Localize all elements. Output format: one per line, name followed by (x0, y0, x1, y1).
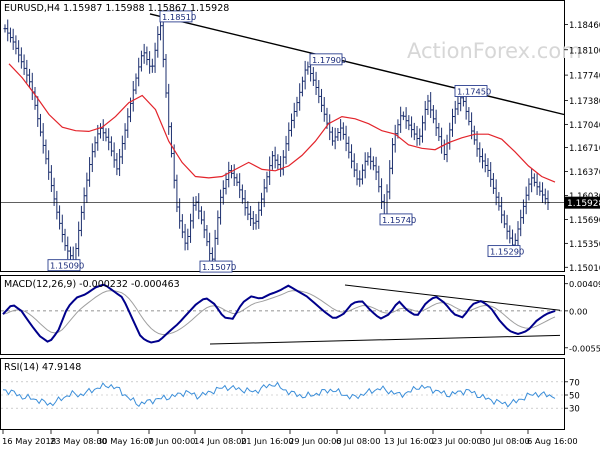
price-tick-label: 1.17740 (569, 72, 600, 82)
price-tick-label: 1.16370 (569, 168, 600, 178)
time-tick-label: 16 May 2018 (2, 436, 56, 446)
time-tick-label: 6 Jul 08:00 (336, 436, 380, 446)
price-annotation-box (47, 259, 81, 272)
price-annotation-label: 1.15070 (202, 262, 236, 272)
price-bars (3, 16, 550, 269)
price-tick-label: 1.18100 (569, 46, 600, 56)
time-tick-label: 13 Jul 16:00 (384, 436, 434, 446)
price-annotations: 1.18510 1.17900 1.17450 1.15740 1.15290 1.150… (47, 10, 524, 273)
price-annotation-label: 1.17900 (312, 55, 346, 65)
price-annotation-box (487, 245, 521, 258)
rsi-panel-frame (0, 358, 565, 430)
price-annotation-box (199, 260, 233, 273)
price-annotation-label: 1.15290 (490, 247, 524, 257)
time-tick-label: 30 May 16:00 (97, 436, 154, 446)
price-annotation-box (454, 85, 488, 97)
time-tick-label: 29 Jun 00:00 (289, 436, 342, 446)
rsi-tick-label: 70 (569, 378, 580, 388)
macd-lower-trendline (209, 334, 561, 345)
price-annotation-box (309, 53, 343, 66)
current-price-label: 1.15928 (567, 199, 600, 209)
time-tick-label: 23 Jul 00:00 (432, 436, 482, 446)
price-tick-label: 1.17380 (569, 97, 600, 107)
macd-tick-label: 0.00 (569, 306, 587, 316)
price-annotation-label: 1.15740 (382, 215, 416, 225)
time-tick-label: 7 Jun 00:00 (148, 436, 195, 446)
moving-average-line (8, 63, 556, 183)
macd-tick-label: 0.004094 (569, 279, 600, 289)
macd-panel-header: MACD(12,26,9) -0.000232 -0.000463 (4, 279, 180, 290)
rsi-tick-label: 50 (569, 392, 580, 402)
price-tick-label: 1.15350 (569, 240, 600, 250)
price-annotation-label: 1.18510 (162, 12, 196, 22)
rsi-panel-header: RSI(14) 47.9148 (4, 362, 81, 373)
macd-signal-line (2, 290, 556, 335)
rsi-line (2, 381, 556, 408)
price-tick-label: 1.15690 (569, 216, 600, 226)
watermark: ActionForex.com (407, 39, 582, 63)
time-tick-label: 14 Jun 08:00 (194, 436, 247, 446)
price-tick-label: 1.18460 (569, 21, 600, 31)
macd-tick-label: -0.005566 (569, 343, 600, 353)
rsi-axis: 70 50 30 (1, 378, 580, 415)
macd-trendlines (209, 284, 561, 345)
time-tick-label: 30 Jul 08:00 (480, 436, 530, 446)
price-panel-header: EURUSD,H4 1.15987 1.15988 1.15867 1.1592… (4, 3, 229, 14)
price-tick-label: 1.17040 (569, 121, 600, 131)
macd-axis: 0.004094 0.00 -0.005566 (564, 279, 600, 353)
price-annotation-label: 1.15090 (50, 261, 84, 271)
time-tick-label: 21 Jun 16:00 (241, 436, 294, 446)
price-annotation-box (159, 10, 193, 23)
macd-line (2, 283, 556, 344)
price-trendline (149, 13, 565, 116)
time-tick-label: 23 May 08:00 (50, 436, 107, 446)
current-price-tag (565, 196, 600, 209)
price-annotation-label: 1.17450 (457, 87, 491, 97)
price-tick-label: 1.16710 (569, 144, 600, 154)
time-tick-label: 6 Aug 16:00 (527, 436, 578, 446)
macd-upper-trendline (344, 284, 561, 311)
price-tick-label: 1.15010 (569, 264, 600, 274)
price-annotation-box (379, 213, 413, 226)
rsi-tick-label: 30 (569, 405, 580, 415)
